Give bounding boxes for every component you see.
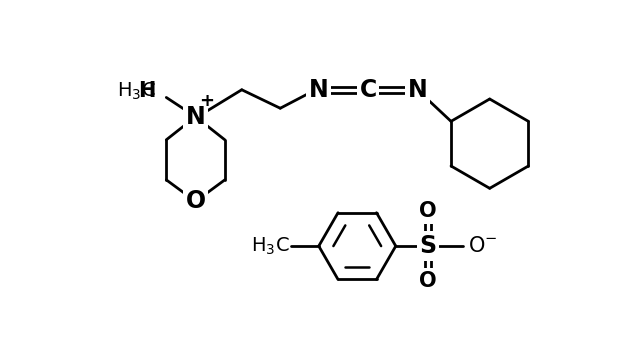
Text: H: H — [138, 81, 156, 101]
Text: N: N — [186, 105, 205, 129]
Text: $\mathsf{H_3C}$: $\mathsf{H_3C}$ — [251, 236, 289, 257]
Text: +: + — [199, 92, 214, 110]
Text: O: O — [186, 189, 205, 213]
Text: N: N — [309, 78, 328, 102]
Text: $\mathsf{H_3C}$: $\mathsf{H_3C}$ — [117, 81, 156, 102]
Text: N: N — [408, 78, 427, 102]
Text: $\mathsf{O^{-}}$: $\mathsf{O^{-}}$ — [468, 236, 497, 256]
Text: S: S — [420, 234, 436, 258]
Text: O: O — [419, 201, 437, 221]
Text: O: O — [419, 271, 437, 291]
Text: C: C — [360, 78, 377, 102]
